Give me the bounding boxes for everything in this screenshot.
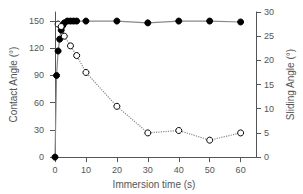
svg-text:25: 25: [264, 31, 274, 41]
svg-text:0: 0: [264, 152, 269, 162]
svg-text:5: 5: [264, 128, 269, 138]
svg-text:10: 10: [264, 104, 274, 114]
svg-text:Immersion time (s): Immersion time (s): [113, 179, 196, 190]
svg-text:0: 0: [53, 165, 58, 175]
svg-text:Contact Angle (°): Contact Angle (°): [8, 47, 19, 123]
svg-text:50: 50: [205, 165, 215, 175]
svg-text:0: 0: [39, 152, 44, 162]
svg-text:20: 20: [112, 165, 122, 175]
svg-text:90: 90: [34, 70, 44, 80]
svg-text:150: 150: [29, 16, 44, 26]
svg-text:30: 30: [34, 125, 44, 135]
svg-text:20: 20: [264, 55, 274, 65]
svg-text:40: 40: [174, 165, 184, 175]
svg-text:Sliding Angle (°): Sliding Angle (°): [285, 49, 296, 120]
svg-text:60: 60: [236, 165, 246, 175]
svg-text:30: 30: [264, 7, 274, 17]
svg-text:10: 10: [81, 165, 91, 175]
svg-text:30: 30: [143, 165, 153, 175]
svg-text:120: 120: [29, 43, 44, 53]
svg-text:60: 60: [34, 98, 44, 108]
svg-text:15: 15: [264, 80, 274, 90]
